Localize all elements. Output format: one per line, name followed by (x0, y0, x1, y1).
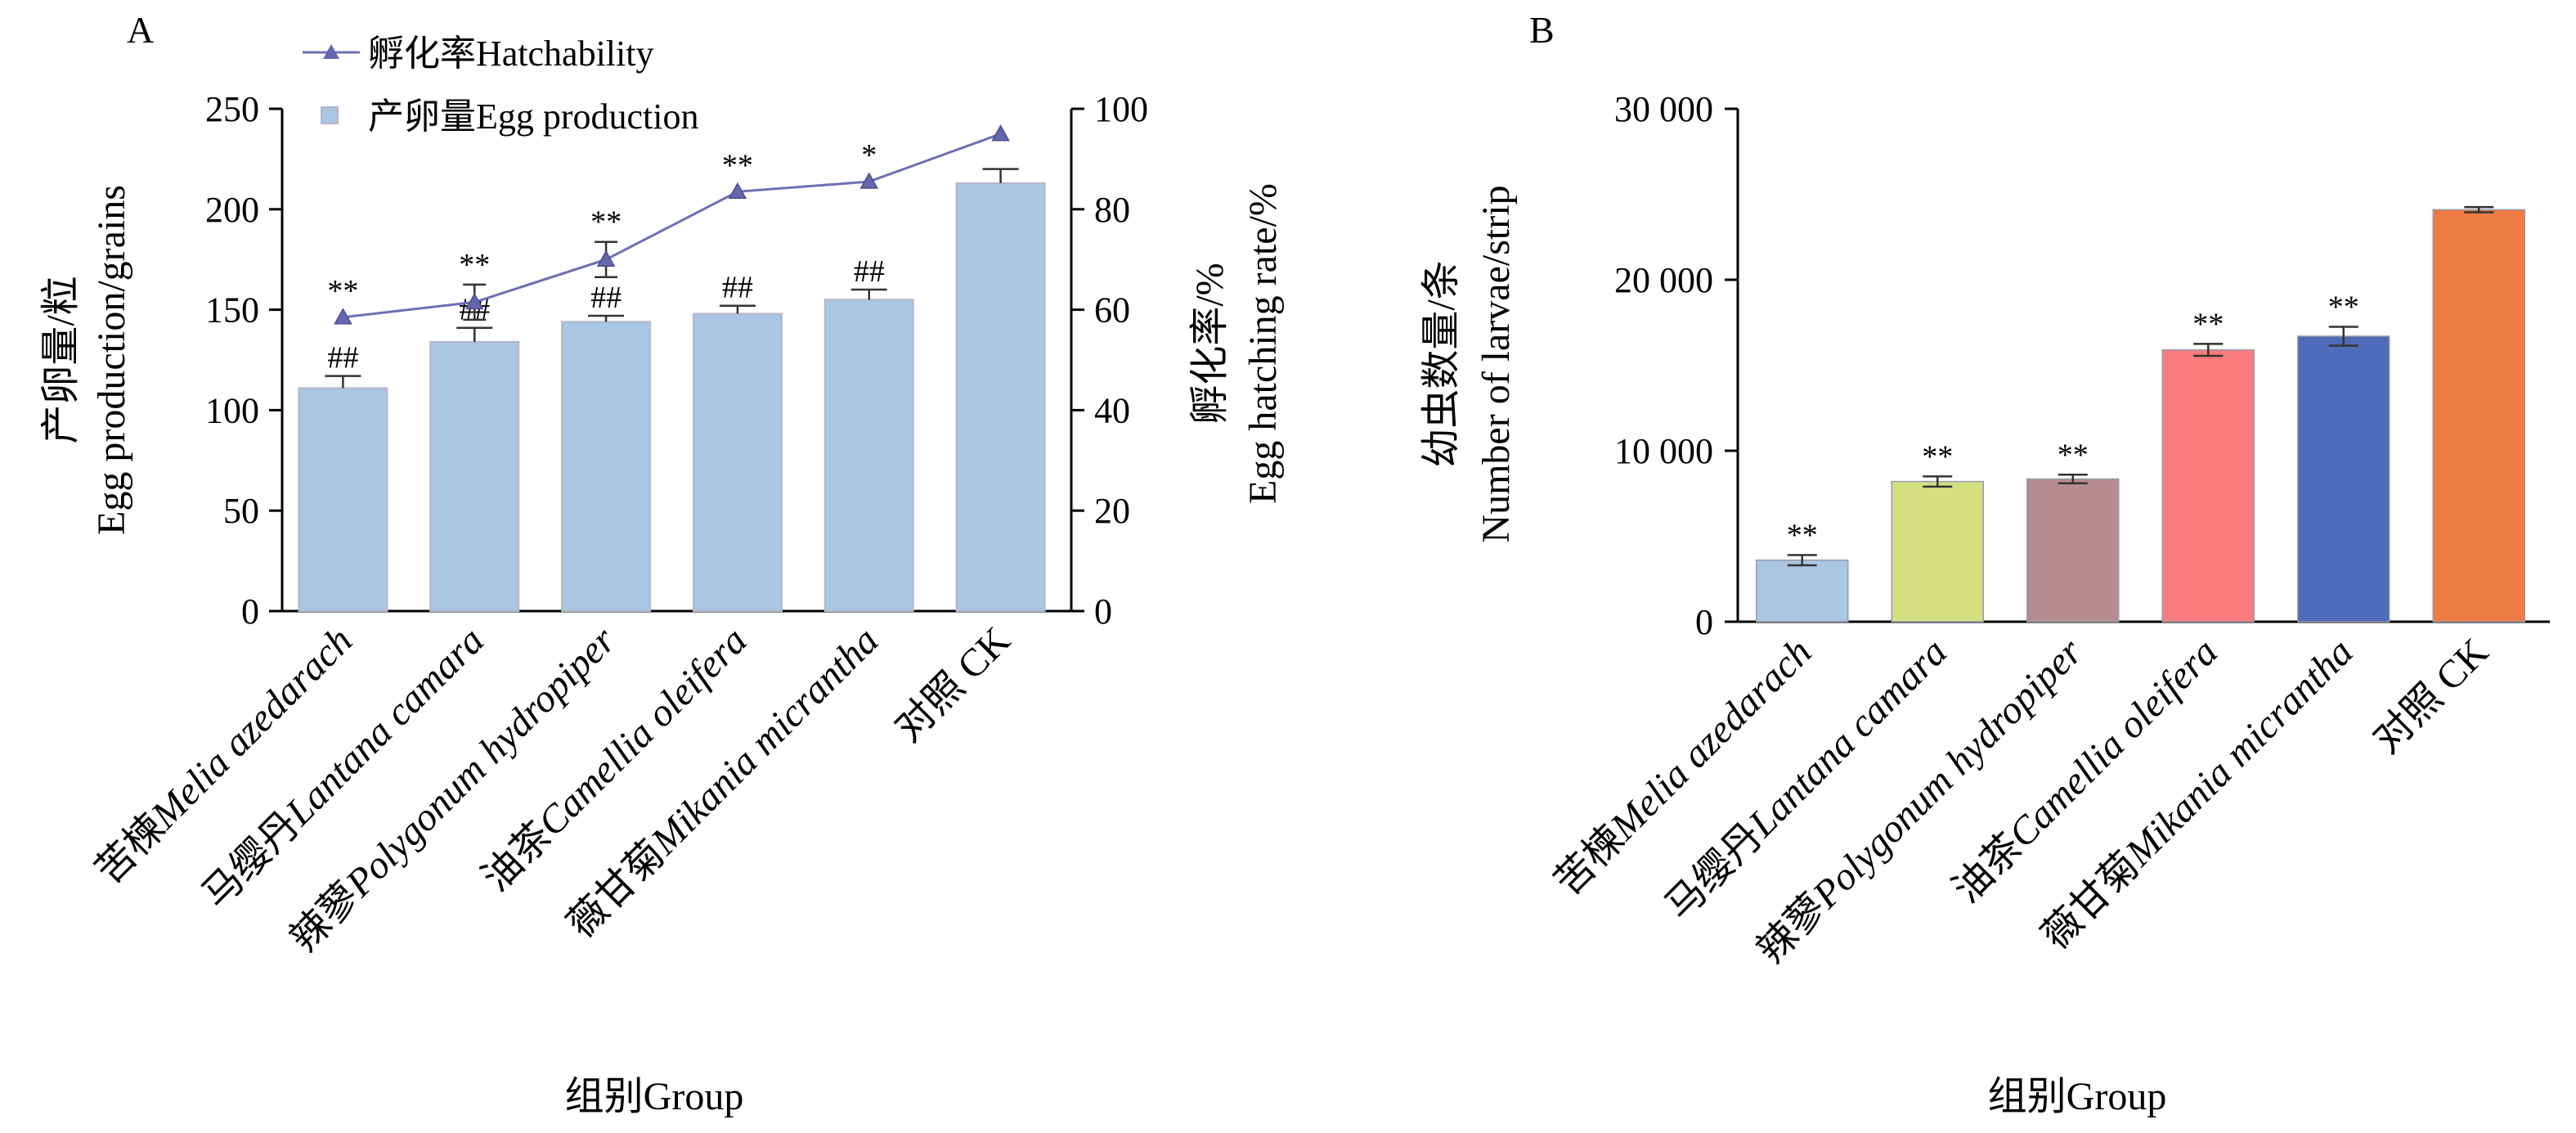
hatchability-point (728, 182, 747, 200)
legend-bar-swatch (321, 106, 339, 124)
y-axis-title-zh: 幼虫数量/条 (1420, 260, 1463, 467)
y-tick-label: 0 (1695, 602, 1713, 642)
bar-larvae (2432, 209, 2525, 623)
error-bar (1923, 475, 1953, 488)
significance-label: ## (327, 341, 358, 375)
category-label: 苦楝Melia azedarach (88, 618, 361, 892)
y-axis-title-en: Number of larvae/strip (1474, 185, 1518, 542)
legend-label-egg-production: 产卵量Egg production (368, 97, 699, 137)
y2-tick-label: 100 (1094, 89, 1148, 129)
error-bar (2193, 343, 2224, 357)
significance-label: ** (1787, 518, 1818, 552)
bar-larvae (1756, 560, 1849, 623)
y-tick-label: 250 (205, 89, 259, 129)
y2-axis-title-en: Egg hatching rate/% (1241, 183, 1285, 504)
significance-label: ** (1922, 439, 1953, 474)
y2-tick-label: 60 (1094, 290, 1130, 330)
bar-larvae (2297, 335, 2390, 623)
y-tick-label: 100 (205, 390, 259, 430)
error-bar (588, 314, 625, 322)
error-bar (2058, 474, 2088, 484)
y2-axis-title-zh: 孵化率/% (1188, 263, 1232, 424)
panel-b: B 0 10 000 20 000 30 000 幼虫数量/条 Number of larv… (1420, 9, 2550, 1118)
bar-egg-production (429, 340, 520, 612)
panel-a-letter: A (127, 9, 154, 51)
significance-label: ** (2192, 307, 2224, 341)
y-tick-label: 10 000 (1614, 431, 1713, 471)
hatchability-point (464, 292, 484, 310)
significance-label: ** (590, 205, 622, 240)
error-bar (2464, 205, 2494, 214)
significance-label: ## (722, 271, 753, 305)
hatchability-point (334, 308, 352, 325)
category-label: 对照 CK (886, 618, 1018, 750)
bar-egg-production (561, 321, 652, 612)
y-tick-label: 20 000 (1614, 260, 1713, 300)
y-tick-label: 150 (205, 290, 259, 330)
y-tick-label: 200 (205, 190, 259, 230)
error-bar (2328, 326, 2358, 347)
hatchability-point (859, 172, 879, 189)
y-axis-title-en: Egg production/grains (90, 185, 133, 535)
legend-triangle-swatch (323, 44, 339, 59)
y-tick-label: 50 (223, 491, 259, 531)
x-axis-title: 组别Group (565, 1075, 744, 1118)
category-label: 对照 CK (2365, 630, 2497, 762)
significance-label: ** (722, 148, 753, 182)
bar-larvae (2161, 348, 2255, 623)
significance-label: ## (854, 254, 885, 289)
hatchability-point (991, 124, 1010, 142)
error-bar (850, 288, 887, 300)
y-tick-label: 0 (241, 591, 259, 632)
significance-label: * (861, 138, 877, 173)
bar-egg-production (692, 312, 783, 612)
bar-larvae (2026, 478, 2120, 623)
bar-egg-production (824, 299, 914, 612)
significance-label: ** (327, 274, 358, 308)
significance-label: ** (2058, 438, 2089, 472)
y2-tick-label: 20 (1094, 491, 1130, 531)
significance-label: ** (2328, 290, 2359, 324)
bar-larvae (1891, 480, 1984, 623)
legend: 孵化率Hatchability 产卵量Egg production (303, 34, 699, 137)
panel-a: A 0 50 100 150 200 250 0 20 40 60 80 100 产卵量/粒 Egg pro… (39, 9, 1285, 1118)
bar-egg-production (298, 387, 388, 612)
hatchability-line (343, 133, 1002, 319)
error-bar (719, 304, 756, 314)
error-bar (1787, 554, 1817, 567)
category-label: 油茶Camellia oleifera (1945, 630, 2226, 911)
significance-label: ## (590, 281, 622, 315)
y2-tick-label: 80 (1094, 190, 1130, 230)
error-bar (982, 168, 1019, 183)
error-bar (456, 326, 493, 342)
panel-b-letter: B (1529, 9, 1555, 51)
x-axis-title: 组别Group (1988, 1075, 2167, 1118)
y-tick-label: 30 000 (1614, 89, 1713, 129)
category-label: 油茶Camellia oleifera (474, 618, 756, 900)
y-axis-title-zh: 产卵量/粒 (39, 276, 83, 443)
legend-label-hatchability: 孵化率Hatchability (368, 34, 654, 74)
error-bar (325, 375, 361, 389)
y2-tick-label: 0 (1094, 591, 1112, 632)
bar-egg-production (955, 182, 1046, 612)
significance-label: ** (459, 248, 490, 282)
y2-tick-label: 40 (1094, 390, 1130, 430)
category-label: 苦楝Melia azedarach (1546, 630, 1820, 903)
hatchability-point (596, 250, 616, 267)
